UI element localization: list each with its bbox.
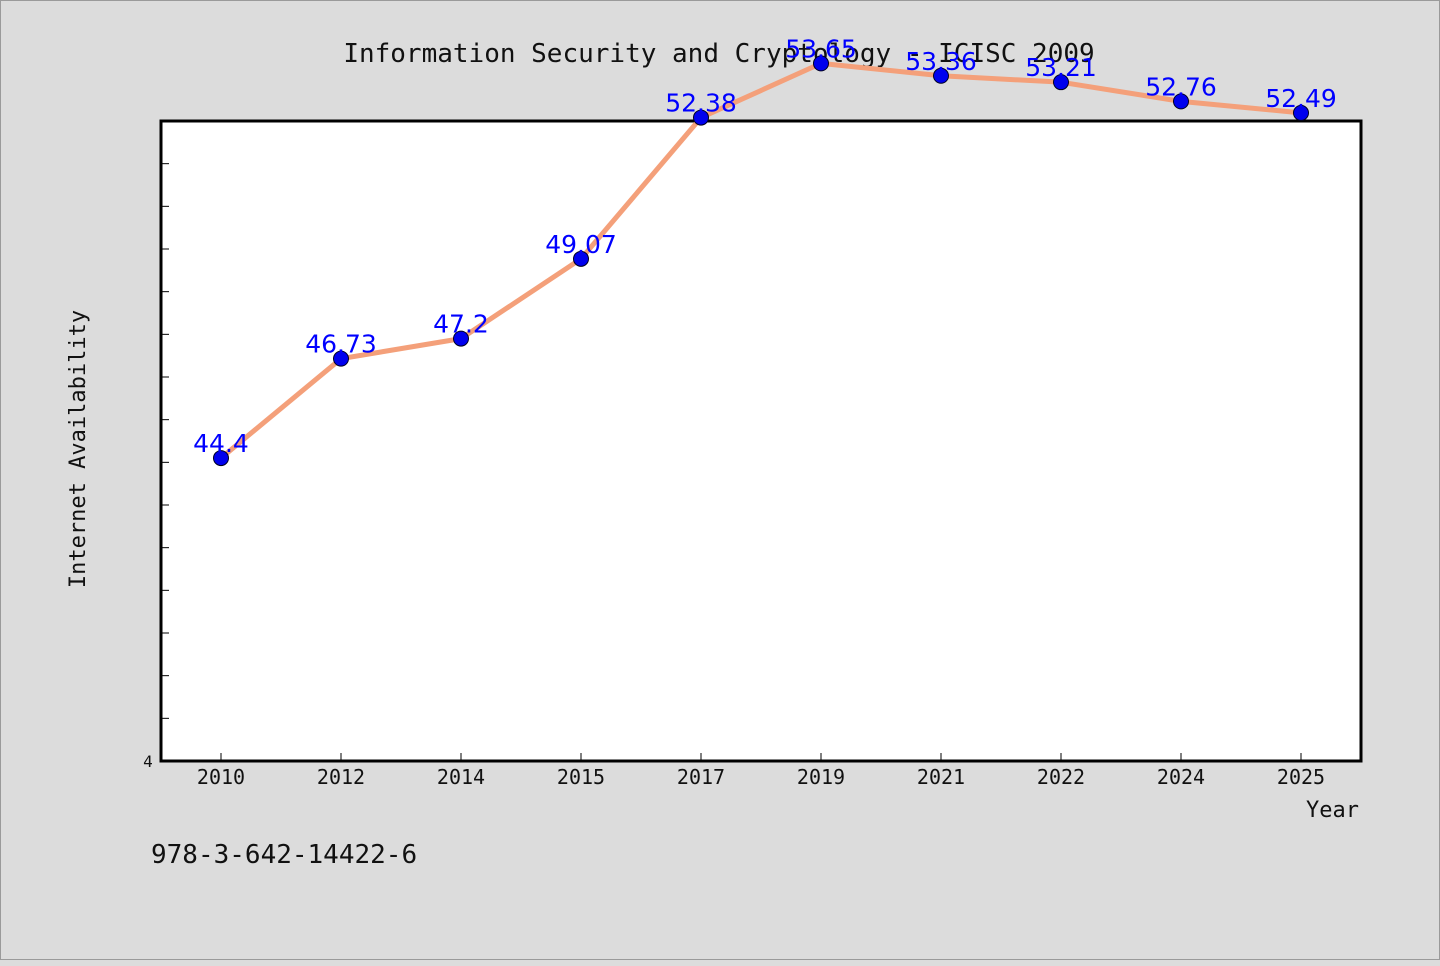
x-axis-ticks xyxy=(220,753,1302,761)
x-tick-label: 2015 xyxy=(557,765,605,789)
series-line xyxy=(218,60,1304,461)
x-tick-label: 2021 xyxy=(917,765,965,789)
x-tick-label: 2025 xyxy=(1277,765,1325,789)
data-point xyxy=(453,330,469,347)
data-point xyxy=(333,350,349,367)
data-point xyxy=(693,109,709,126)
isbn-text: 978-3-642-14422-6 xyxy=(151,840,417,870)
x-tick-label: 2014 xyxy=(437,765,485,789)
x-tick-label: 2012 xyxy=(317,765,365,789)
chart-title: Information Security and Cryptology - IC… xyxy=(343,39,1094,69)
data-point xyxy=(573,250,589,267)
data-label: 47.2 xyxy=(433,310,489,339)
data-point xyxy=(1053,74,1069,91)
data-point xyxy=(213,450,229,467)
data-label: 52.49 xyxy=(1265,84,1337,113)
data-point xyxy=(1173,93,1189,110)
data-point xyxy=(813,55,829,72)
data-label: 52.38 xyxy=(665,89,737,118)
y-axis-title: Internet Availability xyxy=(66,310,91,588)
data-point xyxy=(1293,104,1309,121)
data-label: 53.36 xyxy=(905,47,977,76)
data-label: 44.4 xyxy=(193,429,249,458)
x-tick-label: 2024 xyxy=(1157,765,1205,789)
x-tick-label: 2017 xyxy=(677,765,725,789)
y-axis-min-label: 4 xyxy=(143,752,153,771)
data-point xyxy=(933,67,949,84)
data-label: 49.07 xyxy=(545,230,617,259)
data-label: 53.65 xyxy=(785,34,857,63)
x-tick-label: 2022 xyxy=(1037,765,1085,789)
series-markers xyxy=(213,55,1309,467)
data-label: 53.21 xyxy=(1025,53,1097,82)
data-label: 52.76 xyxy=(1145,72,1217,101)
x-axis-labels: 2010 2012 2014 2015 2017 2019 2021 2022 2024 2025 xyxy=(197,765,1325,789)
x-tick-label: 2019 xyxy=(797,765,845,789)
x-tick-label: 2010 xyxy=(197,765,245,789)
plot-area xyxy=(159,119,1363,763)
x-axis-title: Year xyxy=(1306,798,1359,823)
data-labels: 44.4 46.73 47.2 49.07 52.38 53.65 53.36 53.21 52… xyxy=(193,34,1337,458)
y-axis-ticks xyxy=(161,163,169,719)
data-label: 46.73 xyxy=(305,330,377,359)
